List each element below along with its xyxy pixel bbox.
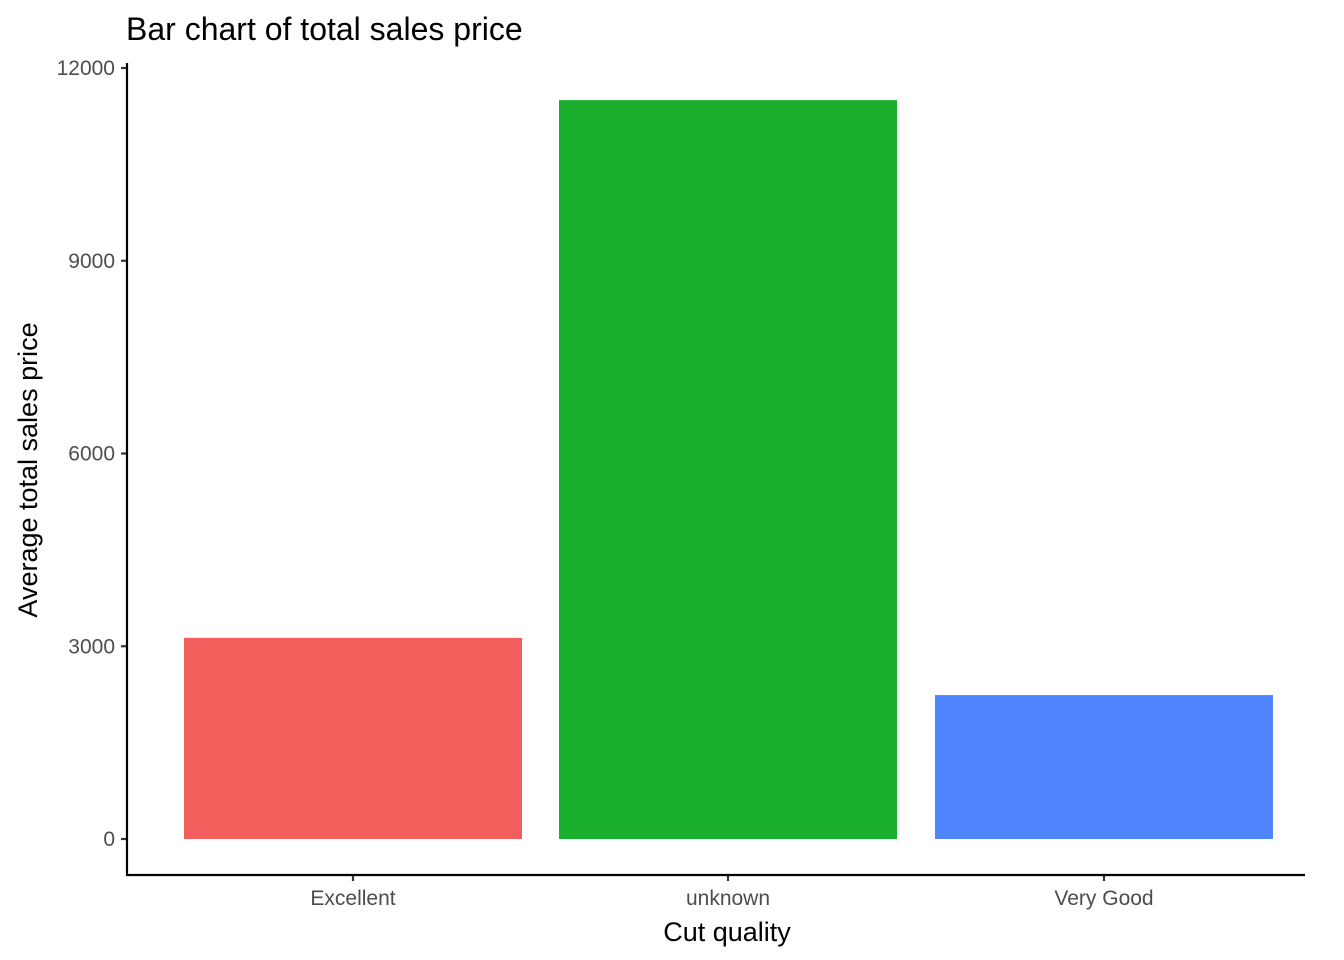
bar-excellent: [184, 637, 522, 839]
y-axis-ticks: 0 3000 6000 9000 12000: [57, 57, 127, 851]
x-axis-ticks: Excellent unknown Very Good: [310, 875, 1154, 910]
bar-very-good: [935, 695, 1273, 839]
bar-unknown: [559, 100, 897, 839]
x-tick-label: Very Good: [1054, 887, 1153, 910]
chart-title: Bar chart of total sales price: [126, 11, 523, 47]
y-tick-label: 6000: [68, 443, 115, 466]
y-tick-label: 9000: [68, 250, 115, 273]
x-axis-title: Cut quality: [663, 917, 791, 947]
bars: [184, 100, 1273, 839]
y-tick-label: 0: [103, 828, 115, 851]
y-tick-label: 3000: [68, 635, 115, 658]
y-axis-title: Average total sales price: [13, 322, 43, 617]
x-tick-label: Excellent: [310, 887, 395, 910]
x-tick-label: unknown: [686, 887, 770, 910]
y-tick-label: 12000: [57, 57, 115, 80]
